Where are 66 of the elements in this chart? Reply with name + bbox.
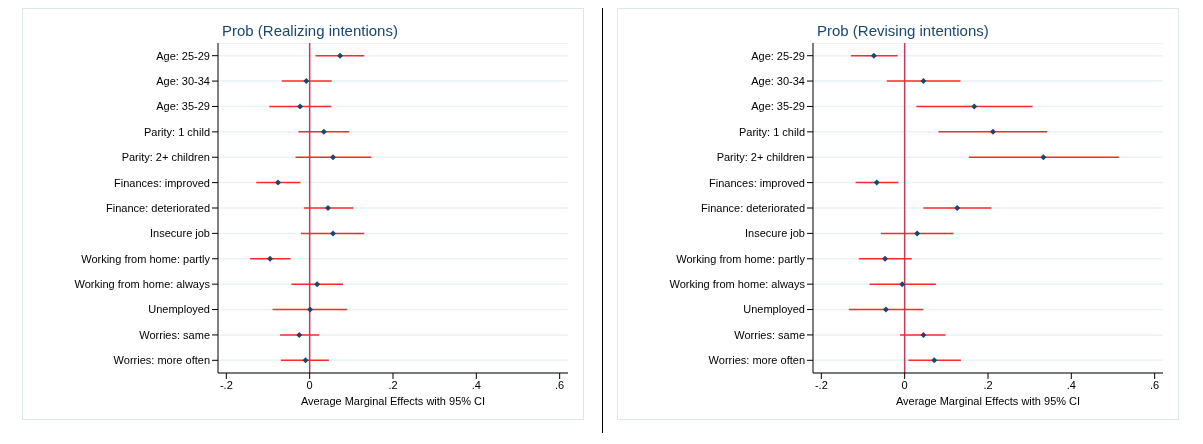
y-tick-label: Parity: 2+ children (121, 151, 210, 164)
point (267, 255, 274, 262)
point (882, 306, 889, 313)
y-tick-label: Age: 35-29 (751, 100, 805, 113)
y-tick-label: Working from home: always (669, 278, 806, 291)
y-tick-label: Worries: more often (113, 354, 210, 367)
point (920, 331, 927, 338)
y-tick-label: Parity: 1 child (738, 125, 805, 138)
point (303, 78, 310, 85)
y-tick-label: Parity: 2+ children (716, 151, 805, 164)
point (931, 357, 938, 364)
point (899, 281, 906, 288)
y-tick-label: Finances: improved (114, 176, 210, 189)
point (870, 52, 877, 59)
x-tick-label: 0 (901, 378, 908, 391)
point (320, 128, 327, 135)
x-tick-label: .6 (1150, 378, 1160, 391)
point (307, 306, 314, 313)
x-tick-label: -.2 (814, 378, 828, 391)
point (1040, 154, 1047, 161)
point (990, 128, 996, 135)
chart-title: Prob (Realizing intentions) (222, 22, 398, 39)
y-tick-label: Working from home: partly (676, 252, 806, 265)
y-tick-label: Worries: more often (708, 354, 805, 367)
y-tick-label: Age: 25-29 (156, 49, 210, 62)
y-tick-label: Age: 25-29 (751, 49, 805, 62)
y-tick-label: Unemployed (743, 303, 805, 316)
point (971, 103, 978, 110)
point (325, 205, 331, 211)
point (330, 154, 336, 161)
y-tick-label: Working from home: partly (81, 252, 211, 265)
point (302, 357, 309, 364)
point (882, 255, 889, 262)
point (873, 179, 880, 186)
x-tick-label: .4 (1066, 378, 1076, 391)
y-tick-label: Parity: 1 child (143, 125, 210, 138)
y-tick-label: Insecure job (745, 227, 805, 240)
y-tick-label: Worries: same (139, 328, 210, 341)
point (330, 230, 336, 237)
y-tick-label: Worries: same (734, 328, 805, 341)
point (296, 331, 303, 338)
y-tick-label: Finance: deteriorated (106, 201, 210, 214)
y-tick-label: Finance: deteriorated (701, 201, 805, 214)
point (954, 205, 961, 211)
x-tick-label: -.2 (219, 378, 233, 391)
y-tick-label: Age: 30-34 (751, 74, 805, 87)
x-tick-label: .2 (388, 378, 398, 391)
x-tick-label: .4 (471, 378, 481, 391)
y-tick-label: Age: 35-29 (156, 100, 210, 113)
y-tick-label: Age: 30-34 (156, 74, 210, 87)
y-tick-label: Unemployed (148, 303, 210, 316)
x-axis-title: Average Marginal Effects with 95% CI (300, 395, 486, 407)
point (914, 230, 921, 237)
x-tick-label: .2 (983, 378, 993, 391)
point (337, 52, 344, 59)
chart-title: Prob (Revising intentions) (817, 22, 989, 39)
x-axis-title: Average Marginal Effects with 95% CI (895, 395, 1081, 407)
x-tick-label: .6 (555, 378, 565, 391)
point (297, 103, 304, 110)
point (920, 78, 927, 85)
x-tick-label: 0 (306, 378, 313, 391)
y-tick-label: Finances: improved (709, 176, 805, 189)
point (275, 179, 281, 186)
point (314, 281, 321, 288)
y-tick-label: Insecure job (150, 227, 210, 240)
y-tick-label: Working from home: always (74, 278, 211, 291)
